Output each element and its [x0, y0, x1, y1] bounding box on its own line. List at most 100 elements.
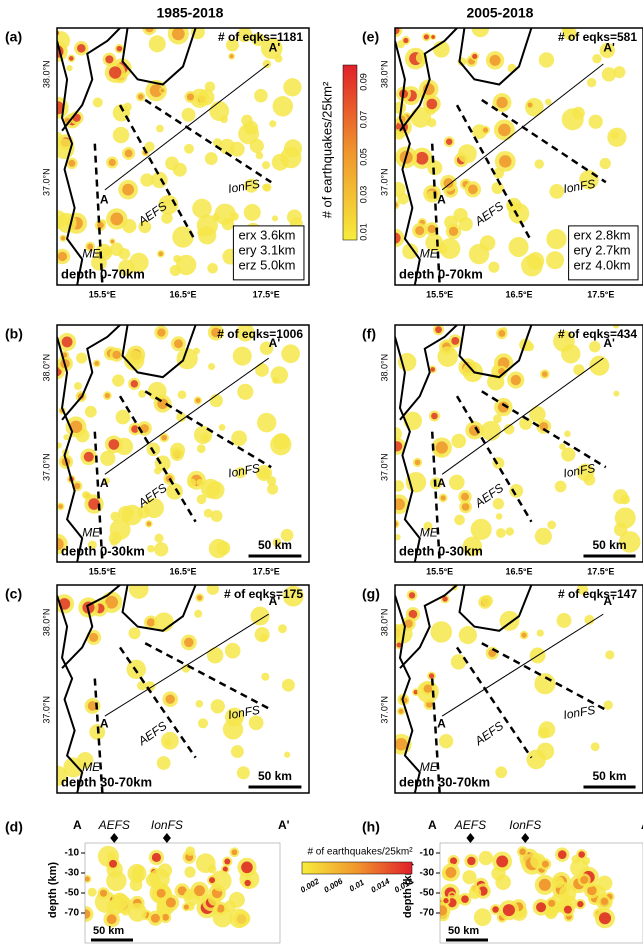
coastline [104, 613, 269, 717]
density-blob [499, 155, 512, 168]
density-blob [576, 463, 595, 482]
density-blob [489, 54, 501, 66]
density-blob [613, 66, 626, 79]
density-blob [112, 126, 130, 144]
density-blob [414, 459, 421, 466]
density-blob [267, 483, 279, 495]
coastline [61, 325, 121, 421]
y-axis-title: depth (km) [47, 862, 59, 919]
panel-label: (a) [5, 29, 22, 45]
density-blob [222, 866, 228, 872]
density-blob [109, 859, 117, 868]
density-blob [214, 203, 236, 225]
density-blob [462, 870, 477, 885]
density-blob [613, 489, 629, 505]
density-blob [454, 514, 465, 526]
density-blob [613, 390, 620, 397]
density-blob [283, 78, 302, 97]
density-blob [60, 236, 66, 241]
column-title: 1985-2018 [157, 5, 224, 21]
density-blob [561, 28, 572, 35]
colorbar-tick-label: 0.07 [358, 111, 368, 129]
density-blob [118, 259, 135, 276]
density-blob [210, 870, 232, 892]
map-label: IonFS [562, 461, 596, 480]
fault-label: IonFS [509, 818, 541, 832]
density-blob [231, 430, 247, 447]
coastline [441, 357, 604, 475]
density-blob [422, 83, 435, 96]
lat-tick-label: 38.0°N [41, 60, 51, 88]
density-blob [130, 380, 138, 388]
density-blob [85, 876, 90, 882]
density-blob [545, 98, 552, 106]
panel-label: (c) [5, 586, 22, 602]
density-blob [216, 904, 225, 913]
density-blob [224, 858, 231, 865]
density-blob [160, 88, 165, 93]
density-blob [238, 123, 260, 145]
density-blob [137, 93, 144, 100]
fault-marker [466, 833, 475, 843]
density-blob [173, 339, 183, 349]
lon-tick-label: 15.5°E [426, 289, 453, 299]
density-blob [76, 43, 86, 53]
density-blob [196, 478, 204, 486]
density-blob [548, 899, 556, 907]
density-blob [261, 672, 270, 681]
density-blob [73, 382, 82, 391]
density-blob [584, 614, 595, 625]
density-blob [492, 906, 499, 913]
depth-label: depth 0-70km [399, 266, 483, 281]
density-blob [231, 849, 238, 856]
density-blob [580, 876, 589, 884]
density-blob [85, 909, 91, 919]
density-blob [108, 439, 120, 450]
density-blob [519, 416, 533, 430]
density-blob [109, 519, 131, 540]
coastline [399, 28, 458, 132]
density-blob [260, 37, 283, 60]
density-blob [546, 251, 565, 270]
density-blob [81, 491, 90, 499]
density-blob [415, 151, 429, 165]
density-blob [534, 527, 552, 545]
column-title: 2005-2018 [467, 5, 534, 21]
density-blob [243, 203, 261, 221]
density-blob [254, 626, 270, 643]
lon-tick-label: 17.5°E [253, 289, 280, 299]
lon-tick-label: 16.5°E [169, 566, 196, 576]
lon-tick-label: 15.5°E [89, 289, 116, 299]
fault-marker [110, 833, 119, 843]
density-blob [151, 852, 162, 863]
density-blob [427, 118, 437, 128]
density-blob [561, 344, 581, 364]
density-blob [232, 346, 252, 366]
density-blob [408, 609, 418, 619]
event-count: # of eqks=175 [224, 587, 303, 601]
colorbar-tick-label: 0.014 [369, 876, 391, 894]
map-label: A' [269, 336, 281, 350]
coastline [441, 613, 604, 717]
density-blob [255, 363, 269, 377]
density-blob [280, 147, 302, 169]
density-blob [479, 235, 496, 251]
density-blob [587, 885, 597, 896]
error-text: erz 4.0km [574, 258, 631, 273]
density-blob [249, 138, 264, 154]
density-blob [529, 405, 546, 423]
density-blob [237, 28, 253, 43]
density-blob [198, 718, 209, 729]
density-blob [281, 678, 295, 692]
density-blob [200, 433, 210, 443]
density-blob [481, 420, 501, 441]
coastline [395, 336, 421, 562]
density-blob [57, 537, 64, 551]
scale-label: 50 km [448, 925, 479, 937]
density-blob [427, 160, 443, 176]
coastline [430, 431, 441, 562]
density-blob [195, 700, 204, 708]
